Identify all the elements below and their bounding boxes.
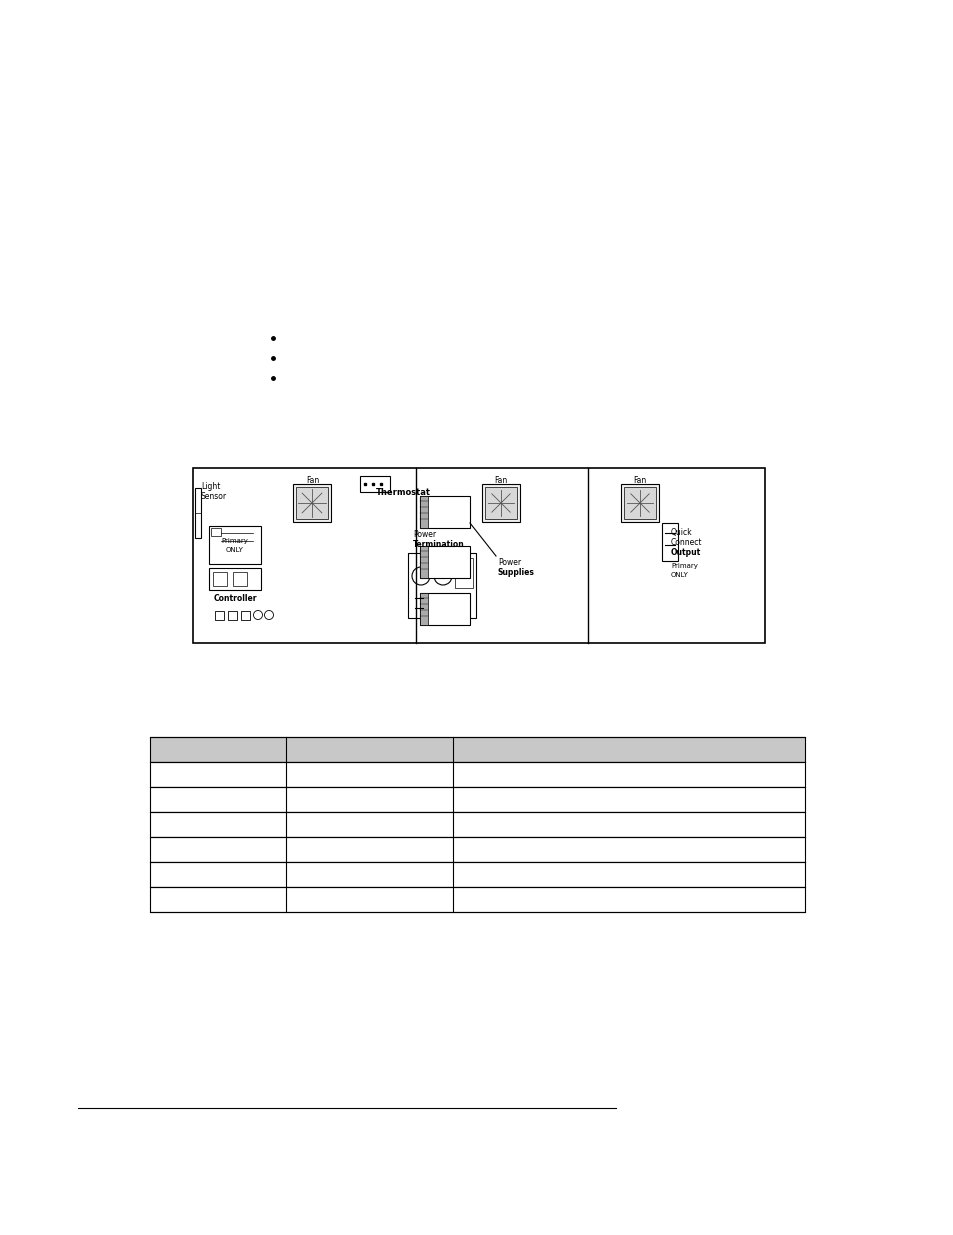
Bar [620, 484, 659, 522]
Text: Output: Output [670, 548, 700, 557]
Text: Connect: Connect [670, 538, 701, 547]
Text: Primary: Primary [670, 563, 698, 569]
Bar [213, 572, 227, 585]
Circle shape [434, 567, 452, 585]
Bar [241, 611, 250, 620]
Text: ONLY: ONLY [226, 547, 244, 553]
Bar [661, 522, 678, 561]
Text: Power: Power [413, 530, 436, 538]
Text: Primary: Primary [221, 538, 248, 543]
Text: Supplies: Supplies [497, 568, 535, 577]
Bar [295, 487, 328, 519]
Bar [150, 862, 804, 887]
Bar [209, 568, 261, 590]
Text: Termination: Termination [413, 540, 464, 550]
Circle shape [412, 567, 430, 585]
Text: ONLY: ONLY [670, 572, 688, 578]
Bar [419, 546, 428, 578]
Bar [293, 484, 331, 522]
Bar [193, 468, 764, 643]
Text: Sensor: Sensor [201, 492, 227, 501]
Circle shape [253, 610, 262, 620]
Bar [211, 529, 221, 536]
Bar [484, 487, 517, 519]
Bar [481, 484, 519, 522]
Bar [419, 546, 470, 578]
Bar [150, 887, 804, 911]
Bar [233, 572, 247, 585]
Bar [228, 611, 236, 620]
Bar [419, 496, 470, 529]
Bar [419, 593, 428, 625]
Bar [359, 475, 390, 492]
Circle shape [264, 610, 274, 620]
Bar [209, 526, 261, 564]
Text: Fan: Fan [633, 475, 646, 485]
Bar [150, 787, 804, 811]
Bar [623, 487, 656, 519]
Bar [419, 593, 470, 625]
Bar [150, 811, 804, 837]
Text: Controller: Controller [213, 594, 256, 603]
Bar [214, 611, 224, 620]
Text: Thermostat: Thermostat [375, 488, 431, 496]
Bar [150, 737, 804, 762]
Text: Power: Power [497, 558, 520, 567]
Bar [455, 558, 473, 588]
Text: Fan: Fan [494, 475, 507, 485]
Bar [150, 837, 804, 862]
Text: Light: Light [201, 482, 220, 492]
Bar [408, 553, 476, 618]
Text: Quick: Quick [670, 529, 692, 537]
Bar [150, 762, 804, 787]
Text: Fan: Fan [306, 475, 319, 485]
Bar [419, 496, 428, 529]
Bar [194, 488, 201, 538]
